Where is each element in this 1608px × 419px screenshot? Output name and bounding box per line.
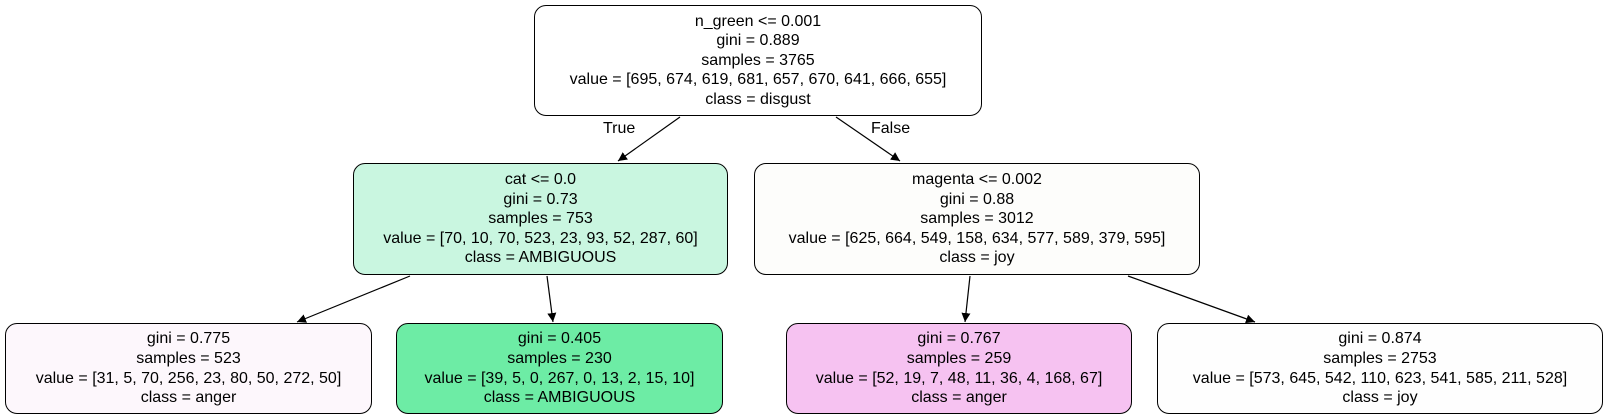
edge-label-false: False: [871, 120, 911, 137]
node-right-gini: gini = 0.88: [939, 190, 1015, 208]
node-rl-gini: gini = 0.767: [917, 330, 1001, 348]
node-right: magenta <= 0.002 gini = 0.88 samples = 3…: [754, 163, 1200, 275]
node-left-samples: samples = 753: [488, 210, 593, 228]
edge-right-rl: [961, 275, 971, 323]
node-lr-value: value = [39, 5, 0, 267, 0, 13, 2, 15, 10…: [424, 369, 695, 387]
node-root-value: value = [695, 674, 619, 681, 657, 670, 6…: [569, 71, 947, 89]
node-right-split: magenta <= 0.002: [912, 171, 1042, 189]
node-root-samples: samples = 3765: [701, 51, 815, 69]
node-right-value: value = [625, 664, 549, 158, 634, 577, 5…: [788, 229, 1166, 247]
node-left-class: class = AMBIGUOUS: [464, 249, 617, 267]
node-root-gini: gini = 0.889: [716, 32, 800, 50]
node-lr-samples: samples = 230: [507, 349, 612, 367]
edge-root-right: [835, 116, 901, 162]
node-lr-gini: gini = 0.405: [517, 330, 602, 348]
node-rr-samples: samples = 2753: [1323, 349, 1437, 367]
node-rl-samples: samples = 259: [906, 349, 1012, 367]
edge-label-true: True: [603, 120, 636, 137]
node-root: n_green <= 0.001 gini = 0.889 samples = …: [534, 5, 982, 116]
node-right-samples: samples = 3012: [920, 210, 1034, 228]
node-ll-value: value = [31, 5, 70, 256, 23, 80, 50, 272…: [35, 369, 342, 387]
node-left-right: gini = 0.405 samples = 230 value = [39, …: [396, 323, 723, 414]
node-left: cat <= 0.0 gini = 0.73 samples = 753 val…: [353, 163, 728, 275]
node-left-gini: gini = 0.73: [503, 190, 578, 208]
node-rr-gini: gini = 0.874: [1338, 330, 1422, 348]
node-root-class: class = disgust: [705, 90, 811, 108]
node-left-value: value = [70, 10, 70, 523, 23, 93, 52, 28…: [383, 229, 698, 247]
node-root-split: n_green <= 0.001: [694, 12, 822, 30]
node-ll-class: class = anger: [140, 389, 237, 407]
node-rl-class: class = anger: [911, 389, 1007, 407]
edge-left-lr: [546, 275, 557, 323]
node-ll-gini: gini = 0.775: [146, 330, 231, 348]
node-left-left: gini = 0.775 samples = 523 value = [31, …: [5, 323, 372, 414]
node-lr-class: class = AMBIGUOUS: [483, 389, 636, 407]
node-right-right: gini = 0.874 samples = 2753 value = [573…: [1157, 323, 1603, 414]
node-rl-value: value = [52, 19, 7, 48, 11, 36, 4, 168, …: [815, 369, 1103, 387]
node-ll-samples: samples = 523: [136, 349, 241, 367]
node-rr-value: value = [573, 645, 542, 110, 623, 541, 5…: [1192, 369, 1568, 387]
node-right-class: class = joy: [939, 249, 1015, 267]
edge-left-ll: [296, 275, 411, 323]
node-rr-class: class = joy: [1342, 389, 1418, 407]
edge-root-left: [617, 116, 681, 162]
node-left-split: cat <= 0.0: [504, 171, 577, 189]
edge-right-rr: [1127, 275, 1256, 324]
node-right-left: gini = 0.767 samples = 259 value = [52, …: [786, 323, 1132, 414]
